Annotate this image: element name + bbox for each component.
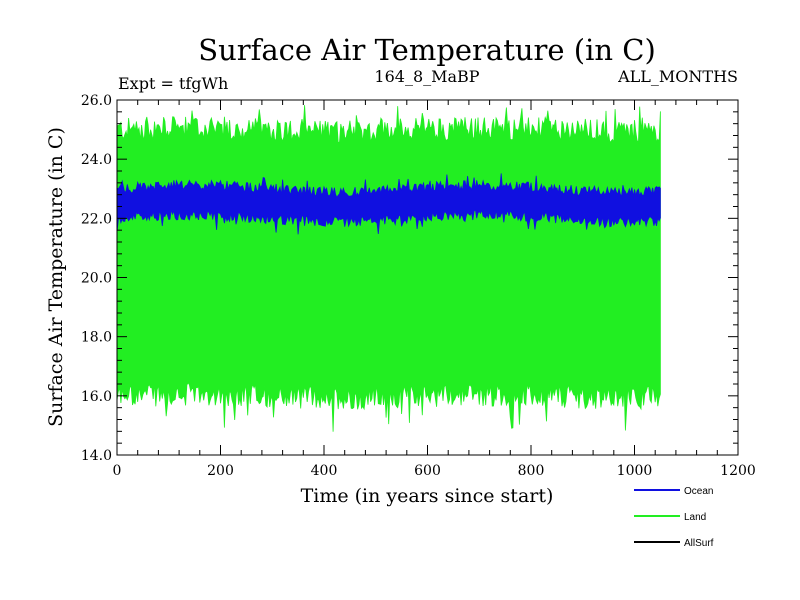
y-tick-label: 20.0 [81,271,112,287]
x-tick-label: 800 [518,463,545,479]
plot-frame [116,99,739,456]
legend-label-ocean: Ocean [684,486,713,497]
y-tick-label: 26.0 [81,93,112,109]
x-tick-label: 0 [113,463,122,479]
legend-label-allsurf: AllSurf [684,538,714,549]
subtitle-left: Expt = tfgWh [118,74,228,93]
x-tick-label: 1000 [617,463,653,479]
chart-title: Surface Air Temperature (in C) [198,33,656,67]
x-axis-label: Time (in years since start) [301,485,554,507]
subtitle-center: 164_8_MaBP [374,67,479,86]
ocean-series [116,173,661,235]
y-tick-label: 18.0 [81,330,112,346]
legend-label-land: Land [684,512,706,523]
land-series [116,105,661,432]
land-series-band [116,105,661,432]
y-tick-label: 22.0 [81,211,112,227]
x-tick-label: 600 [414,463,441,479]
y-axis: 14.0 16.0 18.0 20.0 22.0 24.0 26.0 [81,93,738,464]
y-tick-label: 24.0 [81,152,112,168]
subtitle-right: ALL_MONTHS [617,67,738,86]
x-tick-label: 200 [207,463,234,479]
y-tick-label: 16.0 [81,389,112,405]
y-tick-label: 14.0 [81,448,112,464]
ocean-series-band [116,173,661,235]
x-tick-label: 1200 [720,463,756,479]
y-axis-label: Surface Air Temperature (in C) [45,127,67,427]
legend: Ocean Land AllSurf [634,486,714,549]
x-tick-label: 400 [311,463,338,479]
